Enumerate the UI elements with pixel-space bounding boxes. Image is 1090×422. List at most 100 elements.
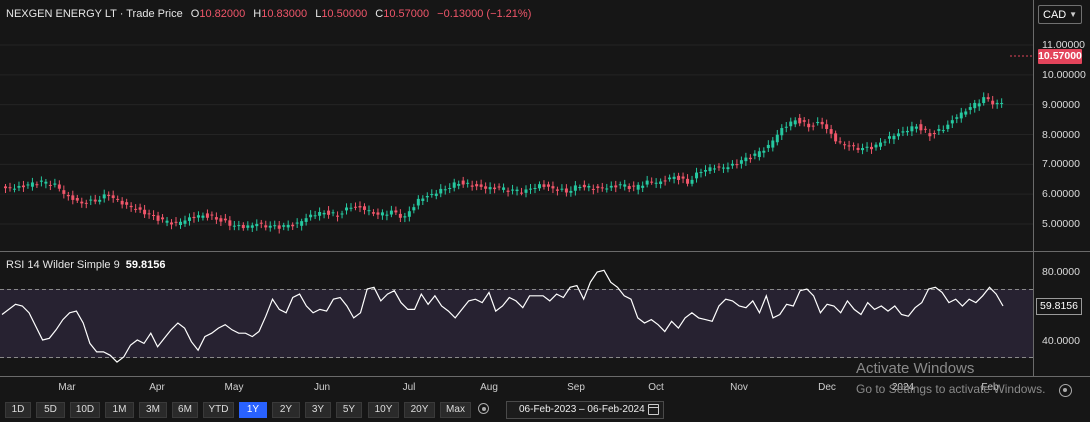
candle-body <box>170 222 174 225</box>
rsi-value: 59.8156 <box>125 259 166 271</box>
candle-body <box>327 210 331 215</box>
timeframe-button-1y[interactable]: 1Y <box>239 402 267 418</box>
candle-body <box>93 199 97 202</box>
candle-body <box>443 189 447 191</box>
candle-body <box>107 194 111 196</box>
candle-body <box>542 184 546 187</box>
gear-icon[interactable] <box>478 403 489 414</box>
candle-body <box>883 141 887 143</box>
rsi-last-value-tag: 59.8156 <box>1036 298 1082 315</box>
timeframe-button-1d[interactable]: 1D <box>5 402 31 418</box>
candle-body <box>856 147 860 150</box>
gear-icon[interactable] <box>1059 384 1072 397</box>
price-type: Trade Price <box>126 8 183 20</box>
candle-body <box>161 217 165 220</box>
candle-body <box>53 183 57 185</box>
currency-selector[interactable]: CAD ▼ <box>1038 5 1082 24</box>
candle-body <box>452 182 456 188</box>
time-axis-label: Nov <box>730 382 748 393</box>
candle-body <box>57 184 61 189</box>
candle-body <box>977 103 981 107</box>
candle-body <box>237 225 241 227</box>
candle-body <box>223 218 227 221</box>
candle-body <box>879 142 882 147</box>
date-from: 06-Feb-2023 <box>519 404 577 415</box>
candle-body <box>892 135 896 140</box>
candle-body <box>291 224 295 227</box>
candle-body <box>730 163 734 166</box>
candle-body <box>766 144 770 149</box>
candle-body <box>26 184 30 186</box>
symbol-legend: NEXGEN ENERGY LT · Trade Price O10.82000… <box>6 8 531 20</box>
candle-body <box>219 218 223 222</box>
candle-body <box>596 186 600 188</box>
price-axis-tick: 6.00000 <box>1042 188 1080 201</box>
candle-body <box>470 185 474 187</box>
timeframe-button-3m[interactable]: 3M <box>139 402 167 418</box>
candle-body <box>412 207 416 211</box>
candle-body <box>551 186 555 189</box>
candle-body <box>102 194 106 199</box>
candle-body <box>264 225 268 228</box>
candle-body <box>537 184 541 189</box>
timeframe-button-5y[interactable]: 5Y <box>336 402 362 418</box>
timeframe-button-3y[interactable]: 3Y <box>305 402 331 418</box>
timeframe-button-1m[interactable]: 1M <box>105 402 134 418</box>
candle-body <box>569 190 573 193</box>
candle-body <box>834 133 838 142</box>
candle-body <box>187 217 191 221</box>
symbol-name: NEXGEN ENERGY LT <box>6 8 117 20</box>
timeframe-button-20y[interactable]: 20Y <box>404 402 435 418</box>
candle-body <box>300 221 304 226</box>
candle-body <box>739 160 743 164</box>
candle-body <box>322 212 326 215</box>
candle-body <box>12 188 16 190</box>
timeframe-button-max[interactable]: Max <box>440 402 471 418</box>
candlestick-series[interactable] <box>4 92 1004 234</box>
candle-body <box>699 172 703 174</box>
candle-body <box>744 157 748 162</box>
candle-body <box>475 184 479 187</box>
date-separator: – <box>579 404 585 415</box>
timeframe-button-5d[interactable]: 5D <box>36 402 65 418</box>
timeframe-button-10d[interactable]: 10D <box>70 402 100 418</box>
candle-body <box>62 190 66 194</box>
currency-label: CAD <box>1043 8 1067 21</box>
candle-body <box>793 120 797 125</box>
candle-body <box>448 187 452 189</box>
rsi-axis-tick-80: 80.0000 <box>1042 266 1080 278</box>
candle-body <box>89 199 93 201</box>
candle-body <box>84 202 88 204</box>
candle-body <box>555 189 559 191</box>
candle-body <box>591 188 595 190</box>
candle-body <box>843 144 847 146</box>
date-range-picker[interactable]: 06-Feb-2023 – 06-Feb-2024 <box>506 401 664 419</box>
candle-body <box>439 188 443 194</box>
candle-body <box>354 206 357 208</box>
timeframe-button-10y[interactable]: 10Y <box>368 402 399 418</box>
candle-body <box>627 186 631 189</box>
candle-body <box>560 188 564 190</box>
candle-body <box>376 212 380 215</box>
rsi-line[interactable] <box>1 269 1004 363</box>
candle-body <box>430 194 434 196</box>
candle-body <box>605 188 609 190</box>
candle-body <box>286 224 290 228</box>
timeframe-button-6m[interactable]: 6M <box>172 402 198 418</box>
timeframe-button-ytd[interactable]: YTD <box>203 402 234 418</box>
candle-body <box>686 178 690 184</box>
candle-body <box>838 141 842 143</box>
candle-body <box>250 225 254 228</box>
candle-body <box>861 148 865 151</box>
candle-body <box>1000 103 1004 105</box>
candle-body <box>165 220 169 223</box>
candle-body <box>807 123 811 128</box>
low-label: L <box>315 8 322 20</box>
time-axis-label: Jun <box>313 382 331 393</box>
candle-body <box>982 97 986 104</box>
candle-body <box>493 187 497 190</box>
timeframe-button-2y[interactable]: 2Y <box>272 402 300 418</box>
candle-body <box>380 212 384 216</box>
